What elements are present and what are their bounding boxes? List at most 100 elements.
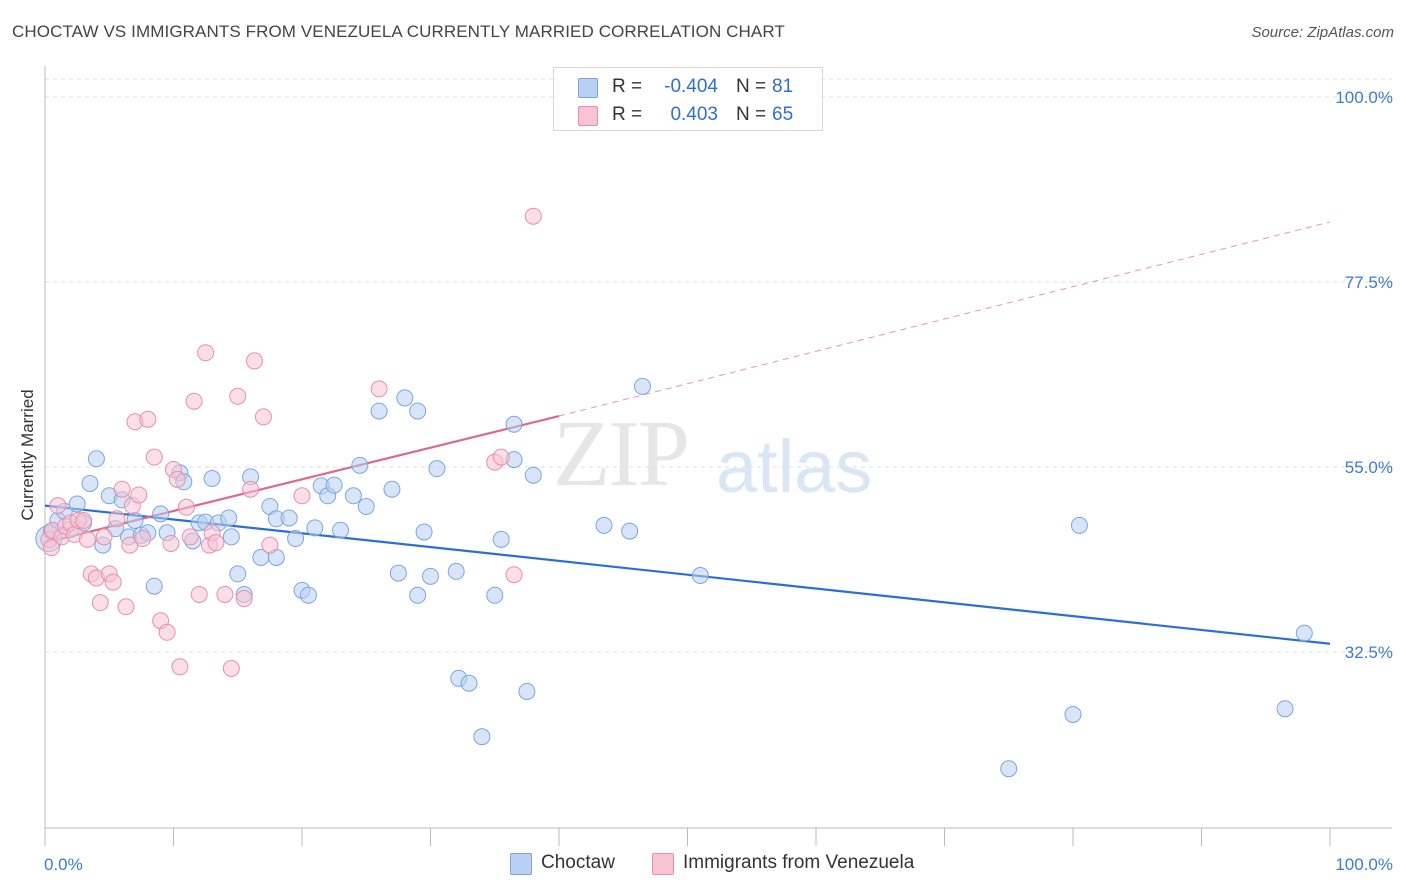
venezuela-point (134, 530, 152, 548)
choctaw-point (332, 521, 350, 539)
choctaw-point (595, 516, 613, 534)
choctaw-point (357, 497, 375, 515)
venezuela-point (222, 659, 240, 677)
chart-title: CHOCTAW VS IMMIGRANTS FROM VENEZUELA CUR… (12, 22, 785, 41)
venezuela-point (130, 486, 148, 504)
choctaw-point (325, 476, 343, 494)
choctaw-point (473, 728, 491, 746)
venezuela-point (505, 566, 523, 584)
grid-layer (45, 78, 1392, 653)
venezuela-point (162, 534, 180, 552)
choctaw-point (81, 474, 99, 492)
choctaw-point (370, 402, 388, 420)
venezuela-point (254, 408, 272, 426)
choctaw-point (229, 565, 247, 583)
choctaw-point (1064, 705, 1082, 723)
y-tick-label: 32.5% (1345, 643, 1393, 662)
venezuela-point (168, 470, 186, 488)
venezuela-point (229, 387, 247, 405)
choctaw-trend-line (44, 504, 1331, 645)
venezuela-trend-extension (558, 221, 1331, 417)
choctaw-point (415, 523, 433, 541)
choctaw-point (287, 530, 305, 548)
venezuela-point (524, 207, 542, 225)
choctaw-point (306, 519, 324, 537)
choctaw-point (389, 564, 407, 582)
venezuela-point (91, 594, 109, 612)
legend-r-label: R = (612, 76, 643, 97)
choctaw-point (524, 466, 542, 484)
legend-r-label: R = (612, 104, 643, 125)
choctaw-point (351, 456, 369, 474)
point-layer (35, 207, 1313, 778)
bottom-legend-label-choctaw: Choctaw (541, 852, 615, 873)
legend-row-choctaw: R = -0.404 N = 81 (554, 74, 822, 102)
label-layer: 100.0% 77.5% 55.0% 32.5% 0.0% 100.0% Currently… (18, 88, 1393, 874)
legend-r-value: 0.403 (670, 104, 718, 125)
choctaw-point (428, 460, 446, 478)
venezuela-point (78, 530, 96, 548)
venezuela-point (293, 487, 311, 505)
choctaw-point (145, 577, 163, 595)
choctaw-point (1000, 760, 1018, 778)
source-credit: Source: ZipAtlas.com (1251, 24, 1394, 41)
choctaw-point (1295, 624, 1313, 642)
choctaw-point (126, 511, 144, 529)
choctaw-point (1276, 700, 1294, 718)
venezuela-point (171, 658, 189, 676)
venezuela-point (177, 498, 195, 516)
legend-n-value: 65 (772, 104, 794, 125)
legend-row-venezuela: R = 0.403 N = 65 (554, 102, 822, 130)
choctaw-point (220, 509, 238, 527)
y-tick-label: 100.0% (1335, 88, 1393, 107)
venezuela-point (108, 510, 126, 528)
choctaw-point (422, 567, 439, 585)
choctaw-point (634, 377, 652, 395)
choctaw-point (222, 528, 240, 546)
venezuela-point (245, 352, 263, 370)
venezuela-point (104, 573, 122, 591)
venezuela-point (117, 598, 135, 616)
choctaw-point (409, 586, 427, 604)
venezuela-point (75, 511, 93, 529)
venezuela-point (95, 528, 113, 546)
choctaw-point (460, 674, 478, 692)
legend-n-label: N = (736, 104, 767, 125)
choctaw-point (280, 509, 298, 527)
choctaw-point (396, 389, 414, 407)
venezuela-point (145, 448, 163, 466)
choctaw-point (518, 682, 536, 700)
legend-r-value: -0.404 (664, 76, 718, 97)
venezuela-point (216, 585, 234, 603)
y-tick-label: 77.5% (1345, 273, 1393, 292)
choctaw-point (505, 415, 523, 433)
venezuela-point (370, 380, 388, 398)
venezuela-point (242, 480, 260, 498)
x-tick-label: 100.0% (1335, 855, 1393, 874)
choctaw-point (152, 505, 170, 523)
choctaw-point (68, 495, 86, 513)
venezuela-point (197, 344, 215, 362)
venezuela-point (261, 536, 279, 554)
watermark-zip: ZIP (553, 402, 690, 506)
bottom-legend-swatch-venezuela (652, 853, 674, 875)
choctaw-point (1070, 516, 1088, 534)
legend-n-value: 81 (772, 76, 794, 97)
venezuela-point (158, 623, 176, 641)
axis-layer (44, 66, 1392, 846)
venezuela-point (42, 539, 60, 557)
choctaw-point (409, 402, 427, 420)
choctaw-point (621, 522, 639, 540)
venezuela-point (185, 392, 203, 410)
venezuela-point (235, 590, 253, 608)
choctaw-point (691, 567, 709, 585)
venezuela-point (207, 534, 225, 552)
venezuela-point (49, 497, 67, 515)
choctaw-point (447, 562, 465, 580)
venezuela-point (181, 528, 199, 546)
choctaw-point (203, 470, 221, 488)
legend-swatch-venezuela (578, 106, 598, 126)
x-tick-label: 0.0% (44, 855, 83, 874)
choctaw-point (87, 450, 105, 468)
